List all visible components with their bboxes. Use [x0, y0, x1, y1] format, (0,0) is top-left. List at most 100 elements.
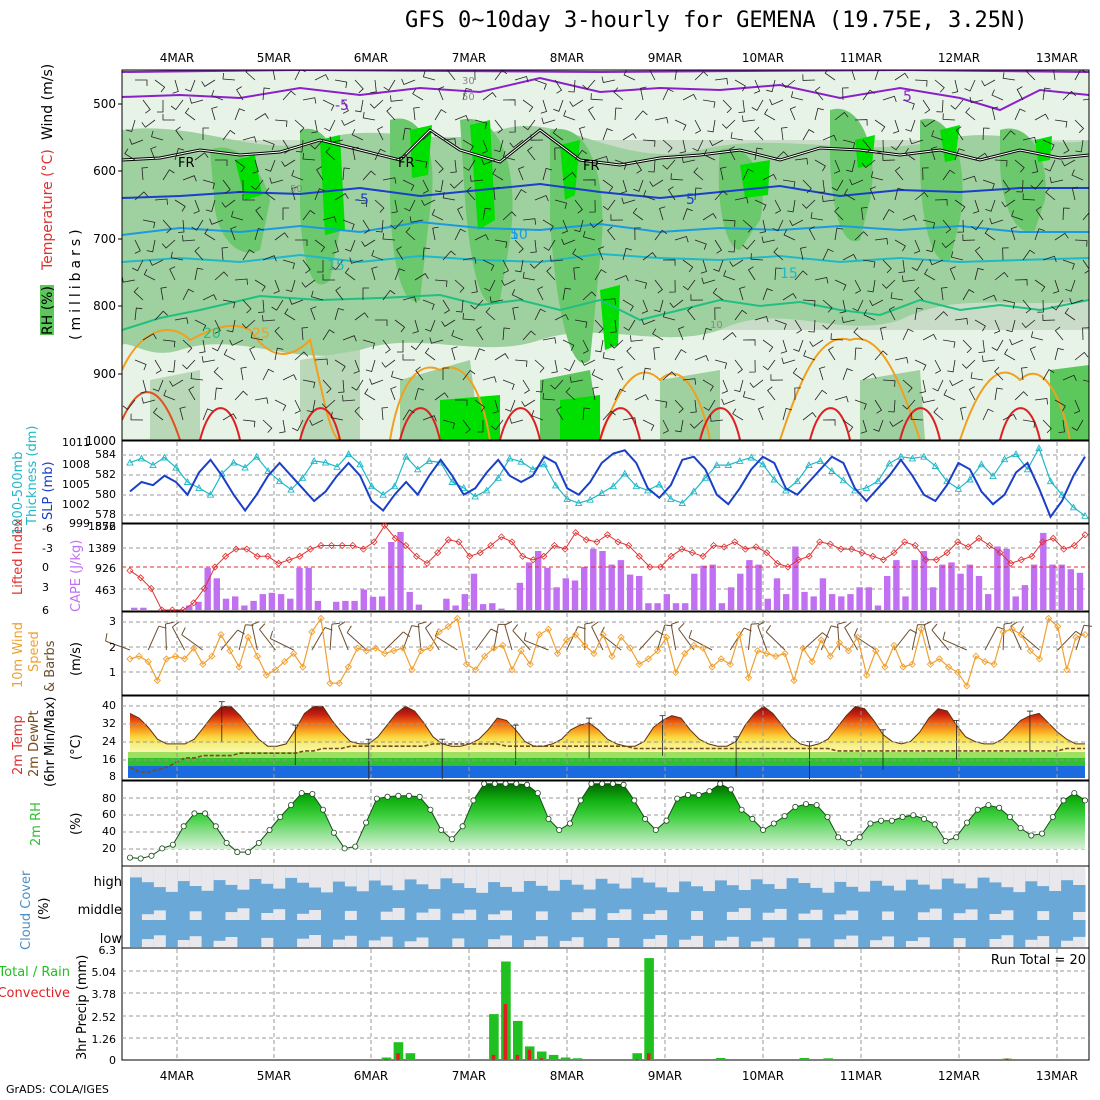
cloud-gap	[726, 867, 740, 886]
wind-barb	[188, 386, 196, 401]
thickness-point	[989, 472, 997, 480]
date-label-bottom: 12MAR	[938, 1069, 980, 1083]
wind-barb	[270, 638, 294, 651]
cloud-gap	[643, 938, 656, 947]
cloud-gap	[655, 910, 668, 920]
wind-barb	[893, 629, 911, 651]
wind-barb	[922, 99, 931, 114]
wind-barb	[674, 119, 687, 131]
date-label-top: 10MAR	[742, 51, 784, 65]
cloud-gap	[309, 935, 322, 947]
thickness-point	[805, 461, 813, 469]
cape-bar	[479, 604, 487, 610]
contour-label-temp: 20	[203, 326, 221, 342]
wind-barb	[382, 289, 396, 301]
thickness-point	[793, 477, 802, 485]
wind-barb	[582, 79, 596, 90]
precip-total-bar	[715, 1058, 726, 1060]
wind-barb	[754, 79, 761, 94]
cape-bar	[590, 548, 597, 610]
wind-barb	[734, 79, 746, 92]
wind-barb	[561, 219, 569, 234]
upper-contour-labels: FR FR FR -5 5 -5 5 5 10 15 15 20 25 30 5…	[178, 76, 912, 342]
wind-barb	[282, 139, 290, 154]
slp-tick: 999	[69, 517, 90, 530]
thickness-point	[149, 461, 157, 469]
wind-barb	[332, 239, 339, 254]
wind-barb	[329, 136, 344, 143]
wind-barb	[1002, 247, 1009, 261]
precip-total-bar	[393, 1042, 404, 1060]
wind-barb	[759, 219, 766, 234]
wind-speed-point	[981, 657, 989, 666]
wind-barb	[274, 232, 289, 241]
rh-point	[1060, 797, 1067, 804]
wind-barb	[831, 179, 844, 191]
wind-barb	[702, 327, 713, 341]
wind-barb	[202, 294, 217, 301]
cape-bar	[636, 576, 643, 610]
wind-speed-point	[462, 660, 471, 668]
wind-barb	[1016, 179, 1024, 193]
wind-barb	[324, 119, 336, 132]
cloud-cell	[165, 920, 179, 947]
wind-barb	[122, 399, 136, 411]
wind-barb	[573, 219, 584, 233]
wind-speed-point	[562, 636, 571, 644]
wind-barb	[349, 257, 364, 264]
wind-barb	[767, 386, 776, 401]
wind-barb	[642, 367, 652, 381]
wind-barb	[289, 298, 304, 305]
wind-barb	[475, 628, 492, 651]
wind-barb	[757, 625, 768, 651]
wind-barb	[670, 173, 684, 181]
wind-barb	[234, 108, 246, 121]
cloud-cell	[774, 920, 787, 947]
cape-bar	[378, 596, 386, 610]
rh-point	[427, 806, 434, 813]
lifted-index-point	[381, 521, 389, 529]
wind-barb	[338, 379, 345, 393]
lifted-index-tick: 0	[42, 561, 49, 574]
cape-bar	[525, 562, 533, 610]
wind-barb	[770, 374, 784, 381]
thickness-point	[356, 460, 364, 468]
precip-total-bar	[823, 1058, 833, 1060]
wind-barb	[342, 335, 357, 342]
wind-barb	[425, 622, 432, 629]
cloud-gap	[153, 935, 167, 947]
wind-barb	[1014, 159, 1025, 173]
cloud-gap	[762, 937, 776, 947]
lifted-index-point	[455, 538, 463, 546]
thickness-point	[195, 483, 203, 491]
wind-barb	[240, 366, 247, 381]
wind-barb	[890, 139, 904, 151]
contour-label-temp: 15	[327, 258, 345, 274]
wind-barb	[317, 260, 324, 273]
cape-bar	[682, 603, 689, 610]
wind-barb	[773, 247, 784, 261]
wind-barb	[614, 159, 627, 170]
wind-barb	[643, 190, 656, 201]
cloud-gap	[846, 867, 859, 887]
rh-tick: 80	[102, 792, 116, 805]
wind-barb	[782, 407, 793, 421]
wind-barb	[414, 388, 425, 401]
wind-barb	[342, 395, 356, 402]
lifted-index-point	[657, 563, 665, 571]
wind-barb	[474, 234, 489, 241]
wind-barb	[514, 259, 524, 273]
wind-barb	[254, 228, 265, 241]
wind-barb	[314, 74, 329, 81]
lifted-index-point	[603, 531, 612, 539]
wind-barb	[522, 119, 536, 131]
minmax-label: (6hr Min/Max)	[43, 697, 58, 787]
wind-barb	[282, 207, 289, 220]
cape-bar	[388, 542, 395, 610]
cloud-gap	[1073, 936, 1086, 947]
wind-barb	[162, 114, 175, 121]
cape-bar	[360, 589, 367, 610]
wind-barb	[311, 290, 324, 301]
wind-barb	[734, 359, 743, 374]
wind-speed-point	[790, 676, 798, 685]
